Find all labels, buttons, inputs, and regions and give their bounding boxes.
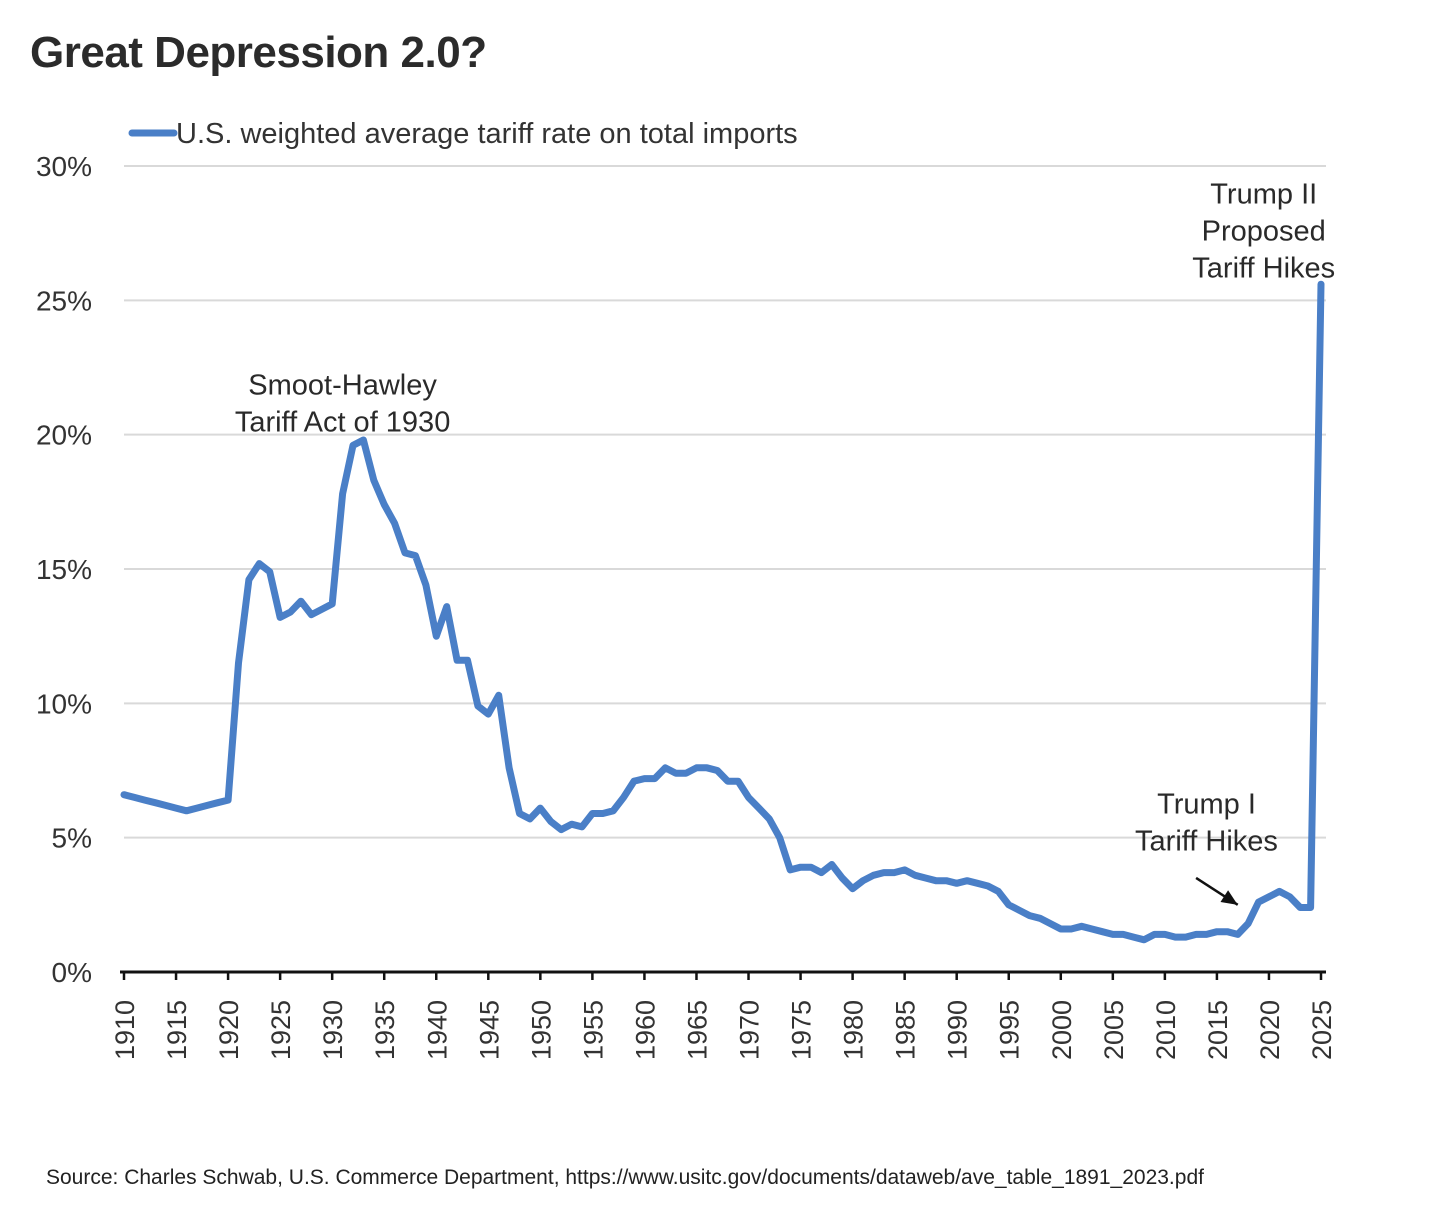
legend: U.S. weighted average tariff rate on tot…: [128, 118, 798, 150]
x-tick-label: 1915: [162, 1000, 192, 1060]
x-tick-label: 1945: [474, 1000, 504, 1060]
annotation-text: Proposed: [1202, 216, 1326, 248]
x-tick-label: 2000: [1047, 1000, 1077, 1060]
annotation-text: Smoot-Hawley: [248, 369, 437, 401]
x-tick-label: 1925: [266, 1000, 296, 1060]
page-title: Great Depression 2.0?: [30, 28, 487, 77]
y-tick-label: 15%: [36, 554, 92, 585]
x-tick-label: 2025: [1307, 1000, 1337, 1060]
x-tick-label: 1950: [526, 1000, 556, 1060]
x-tick-label: 2020: [1255, 1000, 1285, 1060]
series-group: [120, 280, 1325, 944]
annotation: Smoot-Hawley Tariff Act of 1930: [235, 369, 451, 438]
x-tick-label: 2015: [1203, 1000, 1233, 1060]
source-note: Source: Charles Schwab, U.S. Commerce De…: [46, 1166, 1204, 1189]
annotations: Smoot-Hawley Tariff Act of 1930 Trump I Tar…: [235, 179, 1335, 906]
x-tick-label: 1920: [214, 1000, 244, 1060]
x-tick-label: 1940: [422, 1000, 452, 1060]
annotation-text: Tariff Act of 1930: [235, 406, 451, 438]
x-tick-label: 1930: [318, 1000, 348, 1060]
annotation-text: Tariff Hikes: [1192, 253, 1335, 285]
x-tick-label: 1980: [839, 1000, 869, 1060]
x-tick-label: 1970: [735, 1000, 765, 1060]
y-tick-label: 10%: [36, 688, 92, 719]
x-tick-label: 2010: [1151, 1000, 1181, 1060]
x-tick-label: 1960: [630, 1000, 660, 1060]
x-tick-label: 1975: [787, 1000, 817, 1060]
y-tick-label: 0%: [52, 957, 92, 988]
annotation-arrow-head: [1220, 890, 1238, 905]
x-tick-label: 1985: [891, 1000, 921, 1060]
y-tick-label: 5%: [52, 823, 92, 854]
x-tick-label: 1910: [110, 1000, 140, 1060]
annotation-text: Trump II: [1210, 179, 1317, 211]
x-tick-label: 1965: [682, 1000, 712, 1060]
x-tick-label: 1935: [370, 1000, 400, 1060]
x-tick-label: 1995: [995, 1000, 1025, 1060]
x-tick-label: 1990: [943, 1000, 973, 1060]
gridlines: [124, 165, 1326, 839]
x-tick-label: 2005: [1099, 1000, 1129, 1060]
y-tick-label: 20%: [36, 420, 92, 451]
y-tick-label: 25%: [36, 285, 92, 316]
annotation-text: Trump I: [1157, 788, 1256, 820]
annotation-text: Tariff Hikes: [1135, 825, 1278, 857]
x-tick-label: 1955: [578, 1000, 608, 1060]
y-tick-label: 30%: [36, 151, 92, 182]
annotation: Trump I Tariff Hikes: [1135, 788, 1278, 906]
annotation: Trump II Proposed Tariff Hikes: [1192, 179, 1335, 285]
series-line: [120, 280, 1325, 944]
x-axis: 1910 1915 1920 1925 1930 1935 1940 1945 1950 1955…: [110, 970, 1337, 1060]
y-axis: 0% 5% 10% 15% 20% 25% 30%: [36, 151, 92, 988]
legend-label: U.S. weighted average tariff rate on tot…: [176, 118, 798, 150]
